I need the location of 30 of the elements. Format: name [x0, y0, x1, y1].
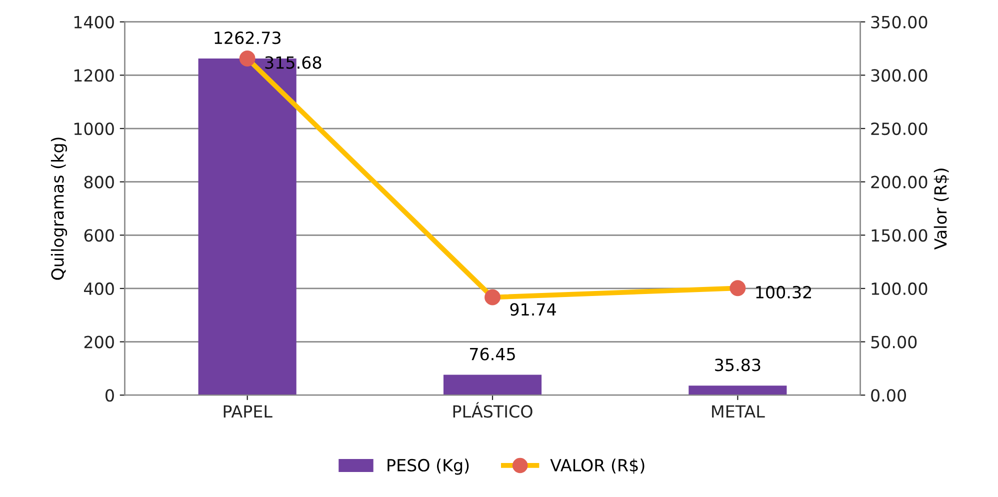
- y2-tick-label: 350.00: [871, 16, 928, 28]
- data-label: 1262.73: [214, 32, 280, 44]
- y2-tick-label: 150.00: [872, 229, 928, 242]
- y-tick-label: 1200: [74, 69, 114, 82]
- y2-tick-label: 50.00: [871, 336, 917, 348]
- data-label: 100.32: [756, 286, 812, 299]
- legend-label: PESO (Kg): [388, 458, 469, 475]
- y-tick-label: 200: [84, 336, 114, 348]
- y-tick-label: 0: [106, 389, 114, 402]
- y2-tick-label: 0.00: [871, 389, 906, 402]
- x-tick-label: PLÁSTICO: [453, 402, 532, 418]
- y-tick-label: 800: [84, 176, 114, 188]
- y-tick-label: 600: [84, 229, 114, 242]
- y-tick-label: 1000: [74, 122, 114, 136]
- legend-label: VALOR (R$): [550, 458, 644, 474]
- y-tick-label: 400: [84, 282, 114, 296]
- data-label: 35.83: [715, 358, 760, 372]
- y2-axis-title: Valor (R$): [934, 168, 949, 250]
- bar: [688, 386, 787, 396]
- bar: [443, 374, 542, 396]
- x-tick-label: METAL: [712, 405, 765, 418]
- y2-tick-label: 200.00: [871, 176, 928, 188]
- y-axis-title: Quilogramas (kg): [50, 138, 68, 280]
- y-tick-label: 1400: [74, 16, 114, 28]
- y2-tick-label: 250.00: [871, 122, 928, 136]
- y2-tick-label: 300.00: [871, 69, 928, 82]
- data-label: 76.45: [470, 348, 515, 360]
- data-label: 91.74: [510, 303, 556, 316]
- x-tick-label: PAPEL: [224, 405, 272, 418]
- y2-tick-label: 100.00: [872, 282, 928, 296]
